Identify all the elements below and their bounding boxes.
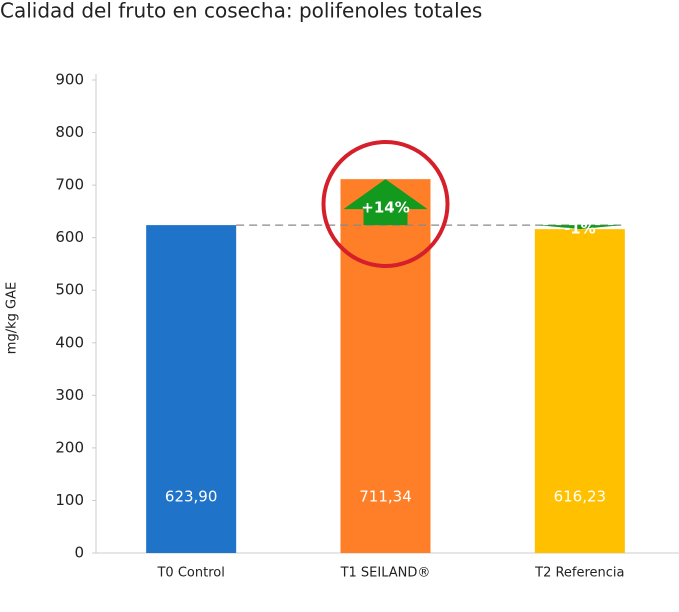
change-arrow bbox=[343, 179, 428, 226]
y-tick-label: 800 bbox=[55, 123, 84, 141]
y-tick-label: 300 bbox=[55, 386, 84, 404]
bar bbox=[534, 229, 625, 553]
y-tick-label: 600 bbox=[55, 228, 84, 246]
y-axis-label: mg/kg GAE bbox=[5, 282, 20, 354]
y-tick-label: 500 bbox=[55, 281, 84, 299]
change-arrow bbox=[537, 225, 622, 230]
chart-title: Calidad del fruto en cosecha: polifenole… bbox=[0, 0, 482, 23]
y-tick-label: 200 bbox=[55, 438, 84, 456]
x-tick-label: T2 Referencia bbox=[534, 566, 624, 581]
bar bbox=[146, 225, 237, 553]
y-tick-label: 400 bbox=[55, 333, 84, 351]
x-tick-label: T0 Control bbox=[156, 566, 224, 581]
highlight-circle bbox=[321, 140, 450, 268]
data-label: 711,34 bbox=[359, 488, 412, 506]
change-label: -1% bbox=[564, 220, 596, 238]
x-tick-label: T1 SEILAND® bbox=[340, 566, 431, 581]
change-label: +14% bbox=[361, 199, 409, 217]
y-tick-label: 0 bbox=[74, 544, 84, 562]
y-tick-label: 900 bbox=[55, 71, 84, 89]
bar bbox=[340, 179, 431, 553]
data-label: 616,23 bbox=[554, 488, 607, 506]
y-tick-label: 100 bbox=[55, 491, 84, 509]
y-tick-label: 700 bbox=[55, 176, 84, 194]
data-label: 623,90 bbox=[165, 488, 218, 506]
